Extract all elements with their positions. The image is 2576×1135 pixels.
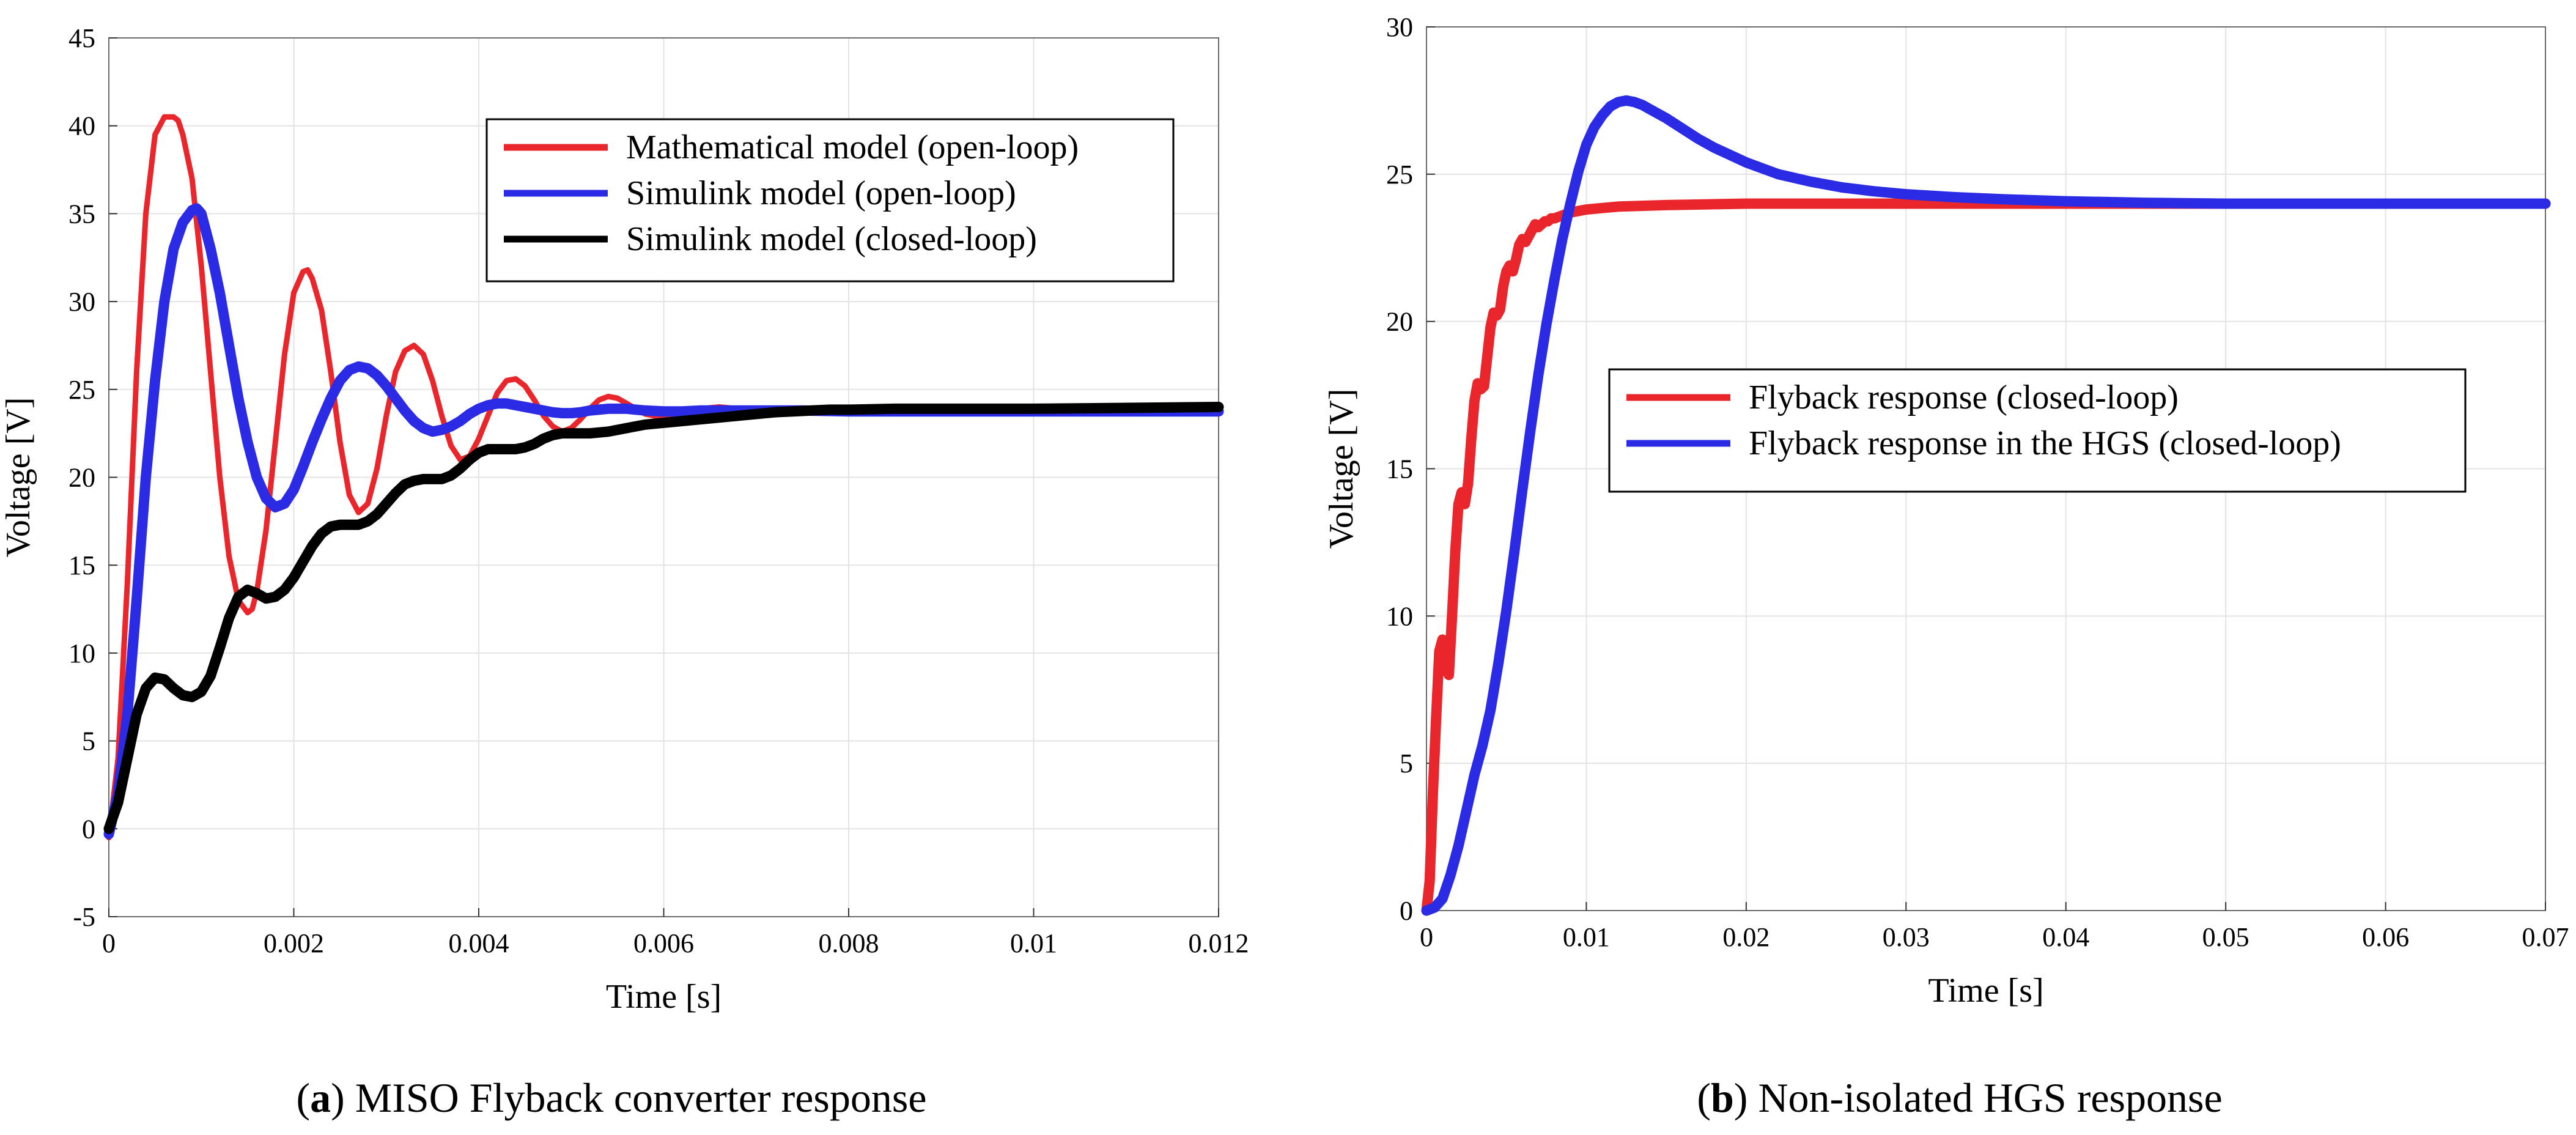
y-tick-label: -5 (73, 902, 95, 932)
caption-b-prefix: ( (1697, 1074, 1711, 1121)
y-tick-label: 5 (82, 726, 95, 756)
y-tick-label: 15 (68, 550, 95, 580)
series-line-1 (103, 203, 1224, 840)
y-tick-label: 10 (68, 638, 95, 668)
x-tick-label: 0.006 (633, 928, 694, 958)
svg-text:(a) MISO Flyback converter res: (a) MISO Flyback converter response (296, 1074, 926, 1121)
panel-b-chart: 0 0.01 0.02 0.03 0.04 0.05 0.06 0.07 0 5 10 15 20 25 3… (1323, 12, 2569, 1010)
y-axis-label: Voltage [V] (0, 397, 37, 558)
x-tick-label: 0.002 (264, 928, 324, 958)
series-line-2 (103, 402, 1224, 834)
caption-a-letter: a (310, 1074, 331, 1121)
legend: Mathematical model (open-loop) Simulink m… (485, 118, 1175, 283)
ticks: 0 0.01 0.02 0.03 0.04 0.05 0.06 0.07 0 5 10 15 20 25 3… (1386, 12, 2569, 952)
caption-b: (b) Non-isolated HGS response (1697, 1074, 2222, 1121)
x-tick-label: 0 (102, 928, 116, 958)
y-axis-label: Voltage [V] (1323, 389, 1360, 549)
y-tick-label: 15 (1386, 454, 1413, 484)
y-tick-label: 40 (68, 111, 95, 141)
legend-label: Flyback response in the HGS (closed-loop… (1749, 424, 2341, 462)
legend-label: Mathematical model (open-loop) (626, 128, 1079, 166)
series-line-0 (1421, 198, 2551, 916)
series-line-1 (1421, 95, 2551, 916)
y-tick-label: 20 (1386, 307, 1413, 337)
y-tick-label: 0 (1400, 896, 1413, 926)
x-tick-label: 0.07 (2522, 922, 2569, 952)
y-tick-label: 30 (1386, 12, 1413, 42)
panel-a-chart: 0 0.002 0.004 0.006 0.008 0.01 0.012-505101520… (0, 23, 1249, 1016)
y-tick-label: 30 (68, 287, 95, 317)
x-tick-label: 0.04 (2042, 922, 2089, 952)
series-group (1421, 95, 2551, 916)
legend-box (1608, 368, 2467, 493)
y-tick-label: 10 (1386, 601, 1413, 631)
x-tick-label: 0.06 (2362, 922, 2409, 952)
x-tick-label: 0 (1420, 922, 1433, 952)
legend-label: Simulink model (open-loop) (626, 174, 1016, 212)
caption-a: (a) MISO Flyback converter response (296, 1074, 926, 1121)
x-tick-label: 0.01 (1010, 928, 1057, 958)
y-tick-label: 0 (82, 814, 95, 844)
caption-a-prefix: ( (296, 1074, 310, 1121)
legend: Flyback response (closed-loop) Flyback re… (1608, 368, 2467, 493)
x-axis-label: Time [s] (1928, 972, 2043, 1010)
legend-label: Flyback response (closed-loop) (1749, 379, 2179, 416)
y-tick-label: 45 (68, 23, 95, 53)
caption-a-text: ) MISO Flyback converter response (331, 1074, 926, 1121)
x-axis-label: Time [s] (606, 978, 722, 1016)
y-tick-label: 25 (68, 375, 95, 405)
x-tick-label: 0.012 (1189, 928, 1249, 958)
x-tick-label: 0.008 (819, 928, 879, 958)
series-group (103, 114, 1224, 841)
x-tick-label: 0.004 (449, 928, 509, 958)
caption-b-text: ) Non-isolated HGS response (1734, 1074, 2223, 1121)
x-tick-label: 0.03 (1883, 922, 1930, 952)
x-tick-label: 0.05 (2202, 922, 2249, 952)
ticks: 0 0.002 0.004 0.006 0.008 0.01 0.012-505101520… (68, 23, 1249, 958)
x-tick-label: 0.01 (1563, 922, 1610, 952)
y-tick-label: 20 (68, 463, 95, 493)
y-tick-label: 5 (1400, 749, 1413, 778)
x-tick-label: 0.02 (1722, 922, 1770, 952)
y-tick-label: 35 (68, 199, 95, 229)
y-tick-label: 25 (1386, 160, 1413, 190)
svg-text:(b) Non-isolated HGS response: (b) Non-isolated HGS response (1697, 1074, 2222, 1121)
caption-b-letter: b (1711, 1074, 1734, 1121)
legend-label: Simulink model (closed-loop) (626, 220, 1037, 258)
